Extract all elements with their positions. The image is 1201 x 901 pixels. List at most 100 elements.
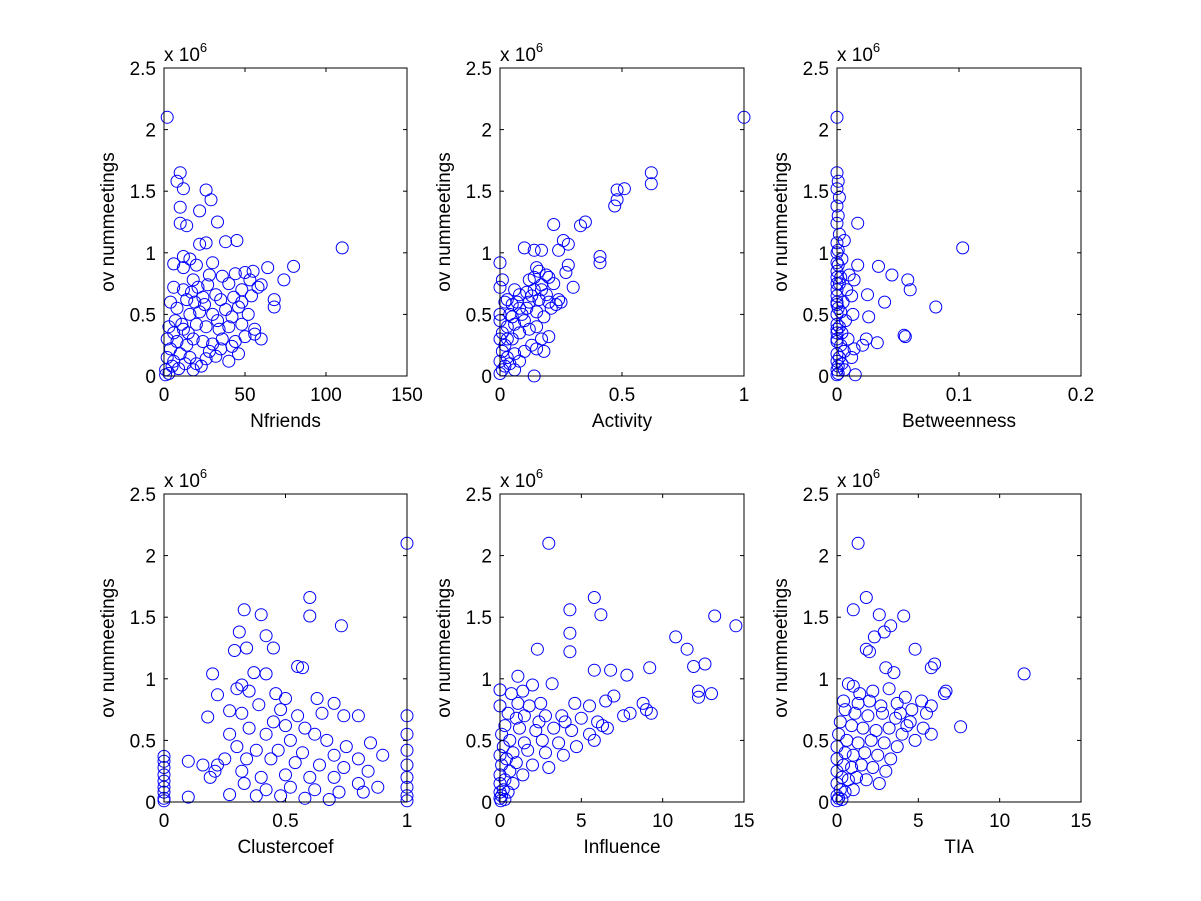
y-ticks: 0 0.5 1 1.5 2 2.5 — [803, 485, 1081, 814]
scatter-point — [884, 752, 898, 766]
scatter-point — [835, 793, 849, 806]
scatter-point — [235, 295, 249, 309]
scatter-point — [692, 690, 705, 704]
scatter-point — [530, 305, 544, 319]
scatter-point — [878, 295, 892, 309]
scatter-point — [495, 758, 509, 772]
scatter-point — [887, 666, 901, 680]
y-tick-label: 2 — [481, 121, 492, 142]
y-multiplier-label: x 106 — [164, 40, 207, 66]
y-tick-label: 1 — [145, 244, 156, 265]
scatter-point — [180, 219, 194, 233]
scatter-point — [337, 709, 351, 723]
y-tick-label: 2.5 — [466, 485, 492, 506]
subplot-tia: 0 5 10 15 0 0.5 1 1.5 2 2.5 TIA ov nummeetings x… — [771, 466, 1092, 858]
y-tick-label: 0.5 — [803, 305, 829, 326]
scatter-point — [259, 783, 273, 797]
x-tick-label: 0 — [832, 385, 843, 406]
scatter-point — [313, 758, 326, 772]
scatter-point — [254, 278, 268, 292]
scatter-point — [168, 314, 182, 328]
y-tick-label: 2.5 — [803, 59, 829, 80]
scatter-point — [644, 166, 658, 180]
scatter-point — [206, 667, 220, 681]
scatter-point — [172, 362, 186, 376]
y-tick-label: 0 — [481, 367, 492, 388]
scatter-point — [535, 733, 549, 747]
scatter-point — [920, 706, 933, 720]
scatter-point — [505, 310, 519, 324]
scatter-point — [867, 630, 881, 644]
scatter-point — [303, 770, 317, 784]
scatter-point — [537, 310, 551, 324]
scatter-point — [924, 727, 938, 741]
scatter-point — [530, 261, 544, 275]
x-tick-label: 10 — [989, 811, 1010, 832]
scatter-point — [283, 733, 297, 747]
scatter-point — [901, 273, 915, 287]
y-tick-label: 2.5 — [466, 59, 492, 80]
scatter-point — [842, 268, 856, 282]
scatter-point — [516, 768, 530, 782]
x-tick-label: 5 — [576, 811, 587, 832]
x-tick-label: 50 — [234, 385, 255, 406]
scatter-point — [277, 273, 291, 287]
x-ticks: 0 0.5 1 — [495, 68, 749, 406]
scatter-point — [248, 327, 262, 341]
scatter-point — [242, 684, 256, 698]
scatter-point — [851, 736, 865, 750]
scatter-point — [831, 243, 845, 257]
scatter-point — [513, 721, 526, 735]
y-axis-label: ov nummeetings — [98, 578, 119, 717]
scatter-point — [532, 715, 546, 729]
scatter-point — [173, 216, 187, 230]
scatter-point — [261, 261, 275, 275]
scatter-point — [259, 629, 273, 643]
scatter-point — [872, 259, 885, 273]
scatter-point — [851, 258, 865, 272]
x-axis-label: Betweenness — [902, 411, 1016, 432]
scatter-point — [566, 280, 580, 294]
scatter-point — [610, 183, 624, 197]
scatter-point — [254, 332, 268, 346]
scatter-point — [334, 619, 348, 633]
x-tick-label: 10 — [652, 811, 673, 832]
y-tick-label: 0.5 — [130, 305, 156, 326]
scatter-point — [874, 699, 888, 713]
scatter-point — [513, 326, 526, 340]
y-tick-label: 0.5 — [130, 731, 156, 752]
x-tick-label: 0 — [832, 811, 843, 832]
scatter-point — [527, 270, 541, 284]
scatter-points — [493, 536, 743, 808]
y-tick-label: 0 — [481, 793, 492, 814]
scatter-point — [337, 761, 351, 774]
scatter-point — [303, 591, 317, 604]
scatter-point — [882, 721, 896, 735]
x-tick-label: 0 — [159, 385, 170, 406]
y-tick-label: 0 — [145, 367, 156, 388]
scatter-point — [859, 773, 873, 787]
scatter-point — [298, 791, 312, 805]
scatter-point — [266, 641, 280, 655]
scatter-point — [908, 642, 922, 656]
scatter-point — [862, 310, 876, 324]
scatter-point — [188, 295, 202, 309]
scatter-point — [173, 166, 187, 180]
scatter-point — [846, 603, 860, 617]
scatter-point — [201, 278, 215, 292]
x-ticks: 0 50 100 150 — [159, 68, 423, 406]
scatter-point — [845, 351, 859, 364]
scatter-point — [279, 692, 292, 705]
scatter-point — [320, 733, 334, 747]
scatter-point — [208, 764, 222, 778]
y-tick-label: 0 — [818, 367, 829, 388]
scatter-point — [170, 335, 184, 348]
x-tick-label: 5 — [913, 811, 924, 832]
y-multiplier-label: x 106 — [164, 466, 207, 492]
scatter-point — [254, 608, 268, 622]
scatter-point — [680, 642, 694, 656]
scatter-point — [527, 243, 541, 257]
scatter-point — [167, 257, 181, 271]
scatter-point — [214, 293, 228, 307]
scatter-point — [879, 764, 893, 778]
